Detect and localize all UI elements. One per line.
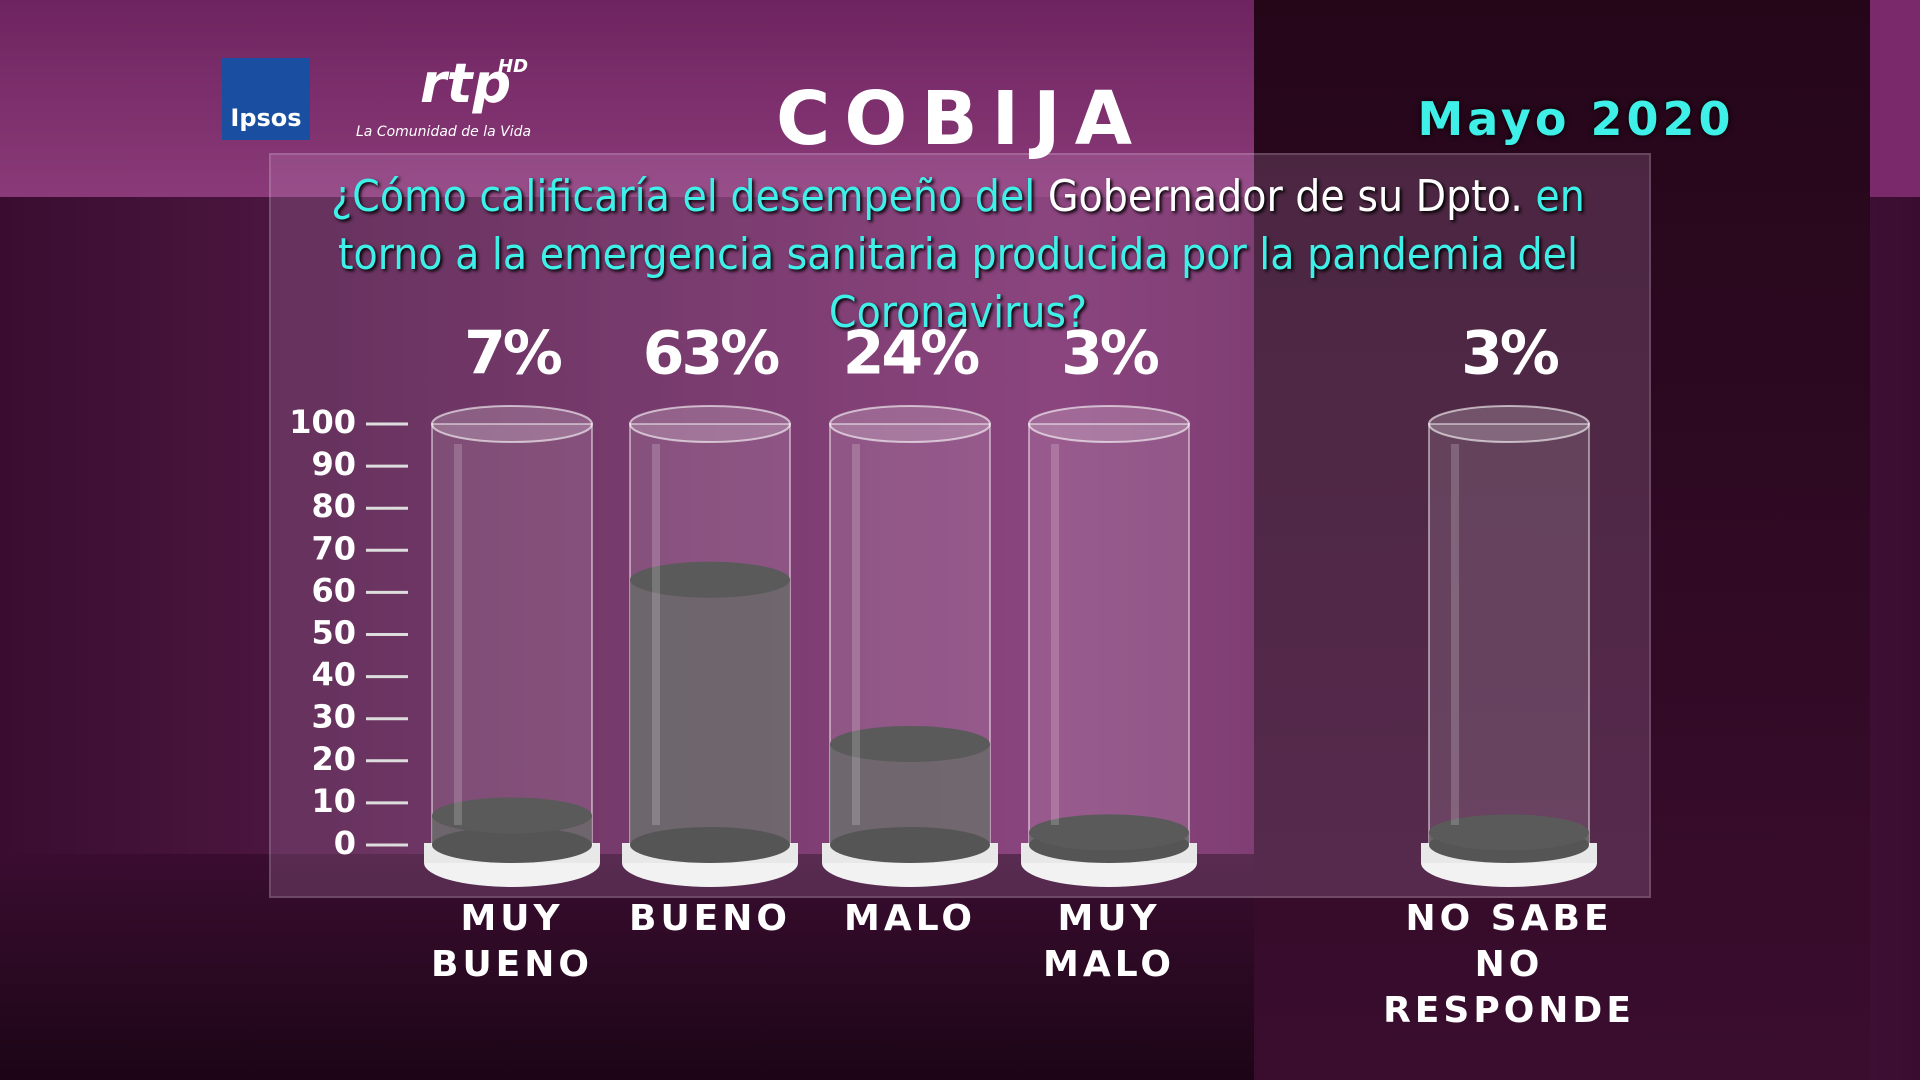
y-tick-label: 100 — [289, 403, 356, 441]
y-tick-label: 80 — [311, 487, 356, 525]
cylinder-rim — [629, 405, 791, 443]
y-tick-label: 20 — [311, 740, 356, 778]
glass-highlight — [1051, 444, 1059, 825]
rtp-logo: rtp — [420, 52, 512, 115]
glass-highlight — [1451, 444, 1459, 825]
subtitle: Mayo 2020 — [1417, 92, 1735, 146]
cylinder-rim — [1428, 405, 1590, 443]
bar-top — [1029, 814, 1189, 851]
question-part: Gobernador de su Dpto. — [1047, 171, 1523, 222]
cylinder-glass — [1428, 423, 1590, 846]
rtp-tagline: La Comunidad de la Vida — [356, 124, 532, 140]
bottom-band — [0, 854, 1254, 1080]
bar-top — [432, 797, 592, 834]
category-label: MUY MALO — [1043, 898, 1175, 985]
y-tick-label: 60 — [311, 571, 356, 609]
y-tick-label: 40 — [311, 656, 356, 694]
y-tick-label: 50 — [311, 614, 356, 652]
value-label: 63% — [643, 319, 779, 389]
cylinder-glass — [1028, 423, 1190, 846]
y-tick-label: 90 — [311, 445, 356, 483]
value-label: 24% — [843, 319, 979, 389]
y-tick-label: 70 — [311, 529, 356, 567]
bar-top — [1429, 814, 1589, 851]
question-part: ¿Cómo calificaría el desempeño del — [331, 171, 1048, 222]
y-tick-label: 0 — [334, 824, 356, 862]
value-label: 3% — [1061, 319, 1159, 389]
category-label: MALO — [844, 898, 976, 939]
right-block — [1254, 0, 1870, 1080]
value-label: 7% — [464, 319, 562, 389]
question-part: en torno a la emergencia sanitaria produ… — [337, 171, 1585, 338]
cylinder-rim — [431, 405, 593, 443]
category-label: BUENO — [629, 898, 791, 939]
glass-highlight — [454, 444, 462, 825]
y-tick-label: 30 — [311, 698, 356, 736]
bar-bottom — [630, 827, 790, 863]
cylinder-glass — [431, 423, 593, 846]
bar-bottom — [830, 827, 990, 863]
rtp-hd: HD — [498, 56, 529, 77]
title: COBIJA — [776, 76, 1146, 162]
cylinder-rim — [1028, 405, 1190, 443]
top-band — [0, 0, 1254, 197]
bar-top — [830, 725, 990, 762]
category-label: MUY BUENO — [431, 898, 593, 985]
y-tick-label: 10 — [311, 782, 356, 820]
glass-highlight — [652, 444, 660, 825]
bar — [630, 579, 790, 845]
cylinder-rim — [829, 405, 991, 443]
corner-block — [1870, 0, 1920, 197]
bar-top — [630, 561, 790, 598]
ipsos-logo: Ipsos — [222, 58, 310, 140]
bar-bottom — [432, 827, 592, 863]
glass-highlight — [852, 444, 860, 825]
question: ¿Cómo calificaría el desempeño del Gober… — [280, 168, 1636, 342]
category-label: NO SABE NO RESPONDE — [1383, 898, 1635, 1031]
value-label: 3% — [1461, 319, 1559, 389]
